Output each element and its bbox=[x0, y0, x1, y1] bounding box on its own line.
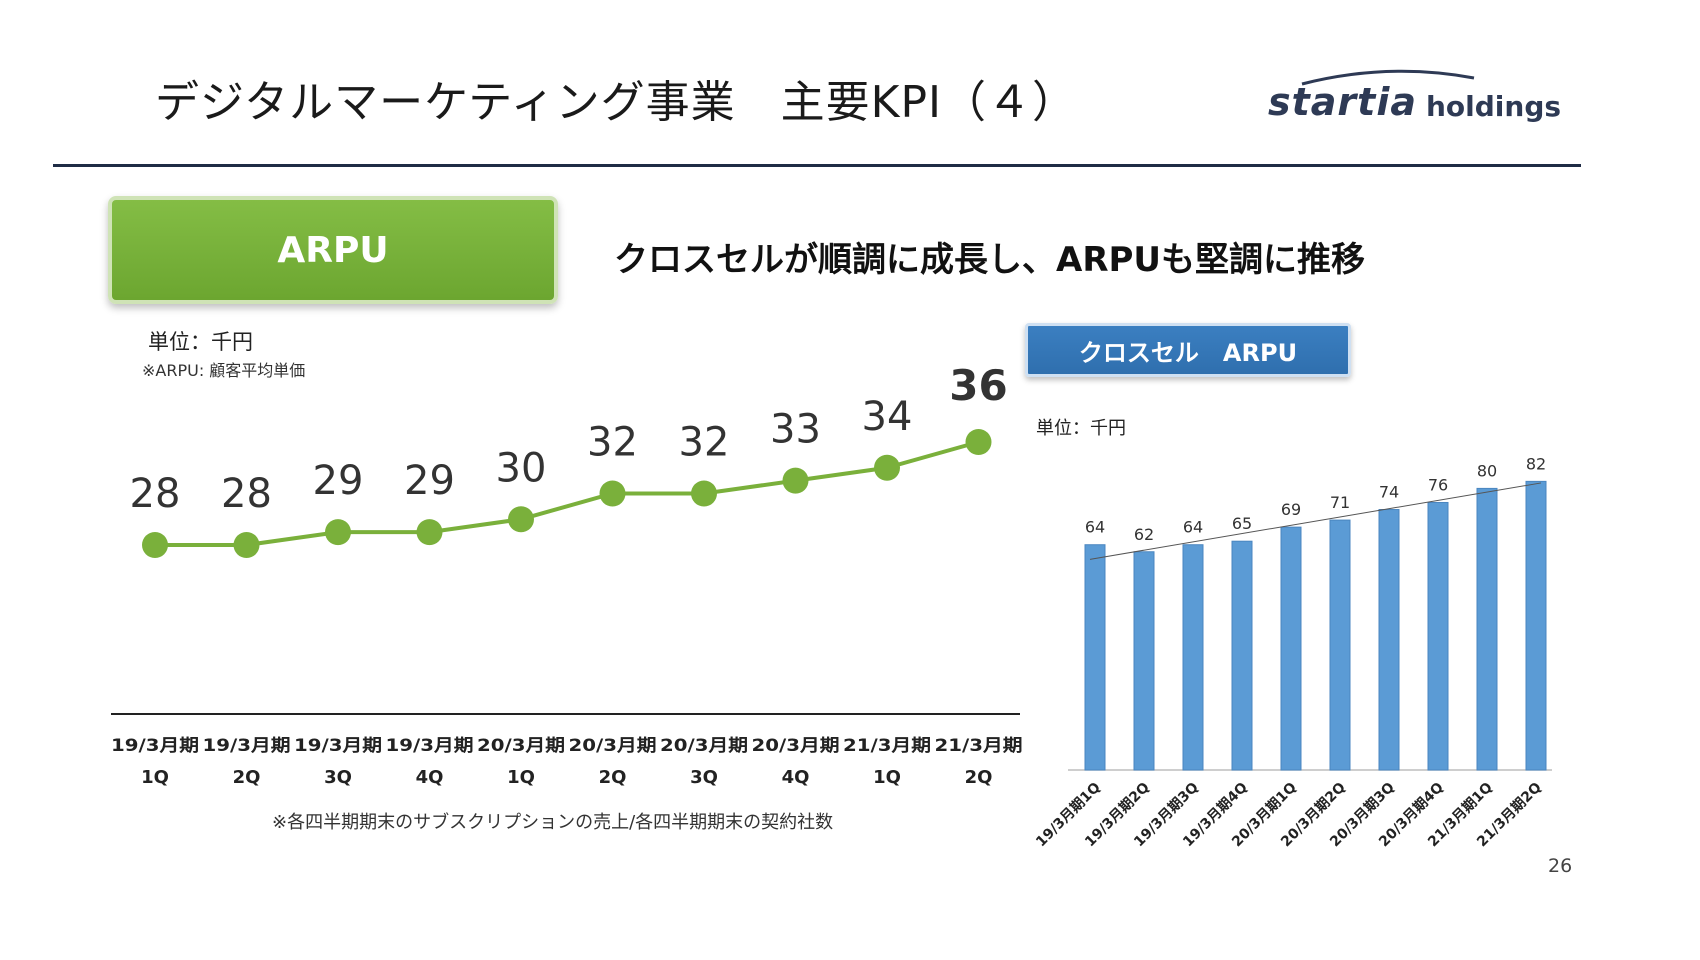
arpu-x-tick-quarter: 2Q bbox=[233, 767, 261, 788]
arpu-point bbox=[691, 480, 717, 507]
crosssell-trendline bbox=[1089, 482, 1542, 560]
arpu-x-tick-quarter: 2Q bbox=[599, 767, 627, 788]
arpu-point bbox=[874, 454, 900, 481]
crosssell-arpu-badge: クロスセル ARPU bbox=[1025, 323, 1351, 377]
page-number: 26 bbox=[1548, 855, 1573, 877]
arpu-x-tick-quarter: 3Q bbox=[324, 767, 352, 788]
crosssell-data-label: 80 bbox=[1477, 461, 1497, 480]
arpu-data-label: 36 bbox=[949, 361, 1007, 410]
arpu-data-label: 30 bbox=[496, 445, 547, 491]
arpu-point bbox=[965, 429, 992, 455]
crosssell-bar bbox=[1182, 544, 1204, 771]
arpu-point bbox=[508, 506, 534, 533]
arpu-data-label: 28 bbox=[221, 471, 272, 517]
arpu-data-label: 32 bbox=[587, 420, 638, 466]
arpu-x-tick-quarter: 4Q bbox=[416, 767, 444, 788]
arpu-line-series bbox=[155, 440, 980, 547]
arpu-data-label: 34 bbox=[862, 394, 913, 440]
headline: クロスセルが順調に成長し、ARPUも堅調に推移 bbox=[614, 240, 1366, 280]
unit-label-right: 単位：千円 bbox=[1036, 418, 1126, 439]
arpu-data-label: 29 bbox=[404, 458, 455, 504]
arpu-point bbox=[599, 480, 626, 507]
arpu-x-tick-quarter: 1Q bbox=[873, 767, 901, 788]
arpu-point bbox=[325, 519, 351, 546]
arpu-point bbox=[233, 532, 260, 558]
crosssell-bar bbox=[1084, 544, 1106, 771]
crosssell-bar-chart: 6419/3月期1Q6219/3月期2Q6419/3月期3Q6519/3月期4Q… bbox=[1033, 454, 1552, 850]
arpu-point bbox=[782, 467, 809, 494]
crosssell-bar bbox=[1329, 519, 1351, 771]
arpu-x-tick-period: 21/3月期 bbox=[843, 736, 931, 756]
arpu-x-tick-period: 21/3月期 bbox=[935, 736, 1023, 756]
crosssell-data-label: 62 bbox=[1134, 525, 1154, 544]
crosssell-data-label: 74 bbox=[1379, 483, 1399, 502]
arpu-x-tick-period: 19/3月期 bbox=[294, 736, 382, 756]
arpu-x-tick-period: 20/3月期 bbox=[660, 736, 748, 756]
arpu-note: ※ARPU: 顧客平均単価 bbox=[142, 361, 306, 380]
crosssell-bar bbox=[1280, 526, 1302, 771]
crosssell-bar bbox=[1133, 551, 1155, 771]
arpu-x-tick-quarter: 2Q bbox=[965, 767, 993, 788]
arpu-data-label: 29 bbox=[313, 458, 364, 504]
logo-swoosh-icon bbox=[1301, 69, 1475, 86]
arpu-data-label: 32 bbox=[679, 420, 730, 466]
arpu-point bbox=[142, 532, 168, 558]
crosssell-data-label: 71 bbox=[1330, 493, 1350, 512]
logo-sub-text: holdings bbox=[1426, 90, 1562, 123]
arpu-x-tick-quarter: 1Q bbox=[141, 767, 169, 788]
arpu-point bbox=[416, 519, 443, 546]
crosssell-data-label: 65 bbox=[1232, 514, 1252, 533]
arpu-x-tick-period: 20/3月期 bbox=[569, 736, 657, 756]
arpu-x-tick-quarter: 1Q bbox=[507, 767, 535, 788]
arpu-data-label: 33 bbox=[770, 407, 821, 453]
unit-label-left: 単位：千円 bbox=[148, 330, 253, 354]
crosssell-bar bbox=[1476, 487, 1498, 771]
page-title: デジタルマーケティング事業 主要KPI（４） bbox=[155, 77, 1077, 128]
crosssell-data-label: 82 bbox=[1526, 454, 1546, 473]
company-logo: startia holdings bbox=[1268, 66, 1568, 126]
crosssell-bar bbox=[1378, 509, 1400, 771]
logo-main-text: startia bbox=[1268, 80, 1417, 124]
crosssell-bar bbox=[1231, 540, 1253, 771]
crosssell-data-label: 64 bbox=[1085, 518, 1105, 537]
crosssell-data-label: 76 bbox=[1428, 475, 1448, 494]
arpu-x-tick-quarter: 3Q bbox=[690, 767, 718, 788]
crosssell-data-label: 69 bbox=[1281, 500, 1301, 519]
arpu-x-tick-period: 19/3月期 bbox=[386, 736, 474, 756]
footnote: ※各四半期期末のサブスクリプションの売上/各四半期期末の契約社数 bbox=[272, 812, 834, 833]
crosssell-bar bbox=[1525, 480, 1547, 771]
arpu-x-tick-period: 19/3月期 bbox=[111, 736, 199, 756]
arpu-data-label: 28 bbox=[130, 471, 181, 517]
arpu-x-tick-period: 20/3月期 bbox=[477, 736, 565, 756]
header-divider bbox=[53, 164, 1581, 167]
arpu-x-tick-period: 19/3月期 bbox=[203, 736, 291, 756]
arpu-x-tick-period: 20/3月期 bbox=[752, 736, 840, 756]
arpu-badge: ARPU bbox=[108, 196, 558, 304]
crosssell-data-label: 64 bbox=[1183, 518, 1203, 537]
arpu-x-tick-quarter: 4Q bbox=[782, 767, 810, 788]
arpu-line-chart: 28 28 29 29 30 32 32 33 34 36 19/3月期 1Q 19/3月期 2Q 19/3… bbox=[111, 361, 1023, 788]
crosssell-bar bbox=[1427, 501, 1449, 771]
